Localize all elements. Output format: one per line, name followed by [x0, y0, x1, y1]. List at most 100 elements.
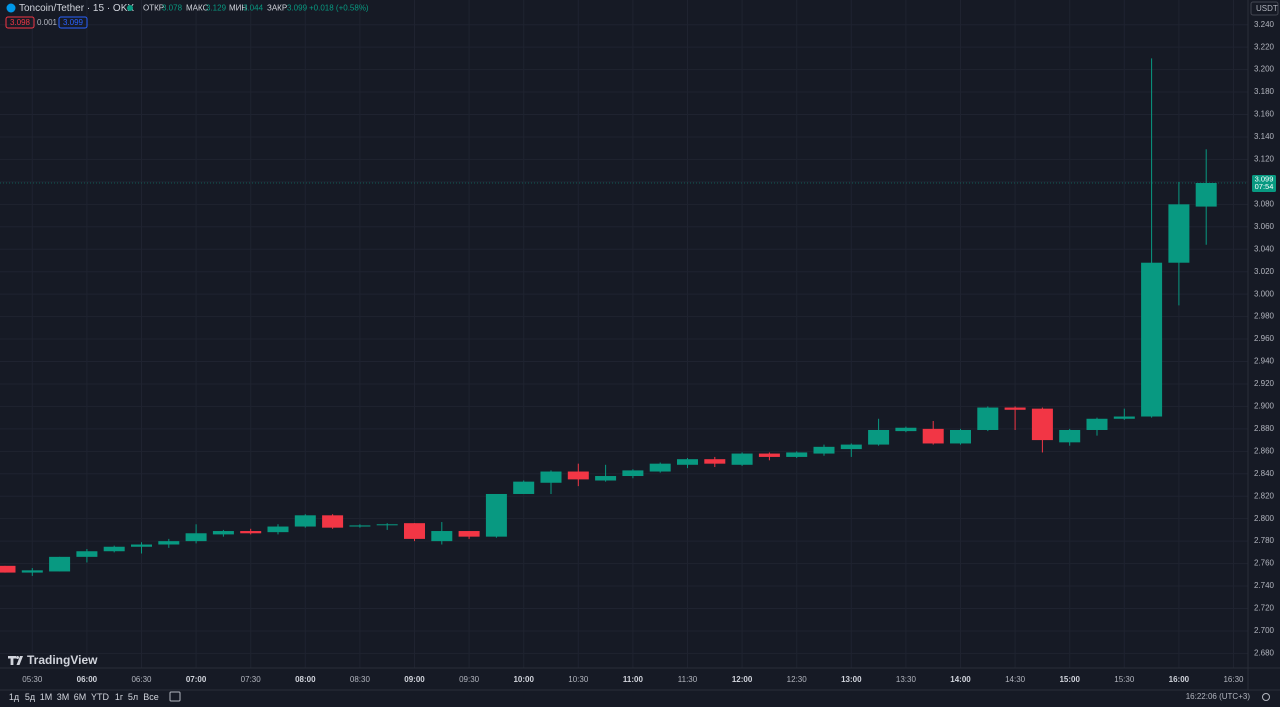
candle-body	[786, 452, 808, 457]
low-value: 3.044	[243, 4, 264, 13]
last-price: 3.099	[1255, 174, 1274, 183]
x-tick-label: 05:30	[22, 675, 43, 684]
change: +0.018 (+0.58%)	[309, 4, 369, 13]
candle-body	[240, 531, 262, 534]
candle-body	[840, 444, 862, 450]
candle-body	[1113, 416, 1135, 419]
x-tick-label: 16:30	[1223, 675, 1244, 684]
candle-body	[567, 471, 589, 480]
x-tick-label: 07:00	[186, 675, 207, 684]
candle-body	[431, 531, 453, 542]
candle-body	[458, 531, 480, 537]
candle-body	[704, 459, 726, 464]
open-label: ОТКР	[143, 4, 164, 13]
candle-body	[376, 524, 398, 526]
candle-body	[540, 471, 562, 483]
candle-body	[1168, 204, 1190, 263]
candle-body	[868, 429, 890, 445]
x-tick-label: 14:00	[950, 675, 971, 684]
x-tick-label: 08:00	[295, 675, 316, 684]
range-button[interactable]: 5л	[128, 692, 138, 702]
candle-body	[950, 429, 971, 444]
candle-body	[485, 493, 507, 537]
date-range-icon[interactable]	[169, 691, 181, 702]
high-value: 3.129	[206, 4, 227, 13]
candle-body	[212, 531, 234, 535]
range-button[interactable]: 3М	[57, 692, 70, 702]
y-tick-label: 3.240	[1254, 20, 1275, 29]
x-tick-label: 07:30	[241, 675, 262, 684]
range-button[interactable]: Все	[143, 692, 159, 702]
y-tick-label: 2.980	[1254, 312, 1275, 321]
y-tick-label: 2.680	[1254, 649, 1275, 658]
y-tick-label: 3.140	[1254, 132, 1275, 141]
x-tick-label: 13:30	[896, 675, 917, 684]
symbol[interactable]: Toncoin/Tether · 15 · OKX	[19, 3, 134, 14]
x-tick-label: 12:30	[787, 675, 808, 684]
bid: 3.098	[10, 18, 31, 27]
candle-body	[21, 570, 43, 573]
range-button[interactable]: 5д	[25, 692, 36, 702]
candle-body	[731, 453, 753, 465]
y-tick-label: 3.020	[1254, 267, 1275, 276]
y-tick-label: 2.840	[1254, 469, 1275, 478]
range-button[interactable]: YTD	[91, 692, 110, 702]
y-tick-label: 2.900	[1254, 402, 1275, 411]
candle-body	[49, 556, 71, 572]
x-tick-label: 16:00	[1169, 675, 1190, 684]
y-tick-label: 3.200	[1254, 65, 1275, 74]
candle-body	[895, 427, 917, 432]
x-tick-label: 11:30	[678, 675, 698, 684]
x-tick-label: 06:30	[131, 675, 152, 684]
y-tick-label: 2.920	[1254, 379, 1275, 388]
y-tick-label: 2.880	[1254, 424, 1275, 433]
candle-body	[158, 541, 180, 545]
candle-body	[131, 544, 152, 547]
x-tick-label: 14:30	[1005, 675, 1026, 684]
range-button[interactable]: 1д	[9, 692, 20, 702]
candle-body	[322, 515, 344, 528]
candle-body	[76, 551, 98, 557]
currency[interactable]: USDT	[1256, 4, 1278, 13]
y-tick-label: 2.960	[1254, 334, 1275, 343]
low-label: МИН	[229, 4, 247, 13]
candle-body	[622, 470, 644, 477]
range-button[interactable]: 6М	[74, 692, 87, 702]
y-tick-label: 2.860	[1254, 446, 1275, 455]
candle-body	[185, 533, 207, 542]
candle-body	[513, 481, 535, 494]
candle-body	[0, 565, 16, 573]
x-tick-label: 11:00	[623, 675, 644, 684]
settings-icon[interactable]	[1262, 693, 1270, 701]
logo-icon	[7, 656, 23, 665]
x-tick-label: 09:30	[459, 675, 480, 684]
y-tick-label: 2.720	[1254, 604, 1275, 613]
x-tick-label: 06:00	[77, 675, 98, 684]
candle-body	[649, 463, 671, 472]
y-tick-label: 2.700	[1254, 626, 1275, 635]
candle-body	[677, 459, 698, 465]
x-tick-label: 15:30	[1114, 675, 1135, 684]
range-button[interactable]: 1г	[115, 692, 124, 702]
candle-body	[595, 476, 617, 481]
x-tick-label: 10:30	[568, 675, 589, 684]
logo-dot	[16, 656, 19, 659]
candle-body	[1059, 429, 1081, 443]
candle-body	[977, 407, 999, 430]
logo-text: TradingView	[27, 653, 98, 667]
x-tick-label: 15:00	[1059, 675, 1080, 684]
candle-body	[349, 525, 371, 527]
high-label: МАКС	[186, 4, 209, 13]
clock: 16:22:06 (UTC+3)	[1186, 692, 1251, 701]
candle-body	[404, 523, 425, 539]
y-tick-label: 3.000	[1254, 289, 1275, 298]
y-tick-label: 3.040	[1254, 244, 1275, 253]
candle-body	[103, 546, 125, 552]
range-button[interactable]: 1М	[40, 692, 53, 702]
bid-box[interactable]	[5, 16, 35, 29]
y-tick-label: 2.820	[1254, 491, 1275, 500]
currency-box[interactable]	[1250, 1, 1279, 16]
last-price-box	[1252, 174, 1276, 192]
ask-box[interactable]	[58, 16, 88, 29]
